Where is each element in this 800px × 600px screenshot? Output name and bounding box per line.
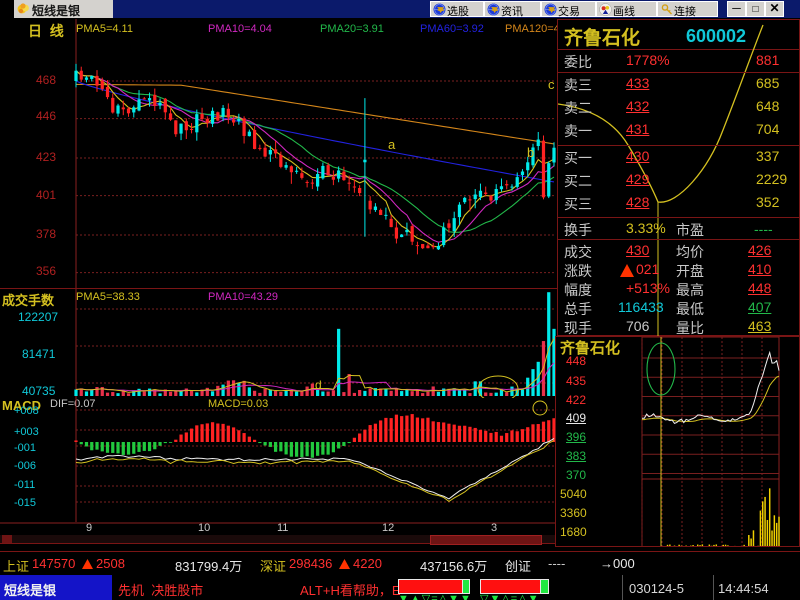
svg-text:a: a (388, 137, 396, 152)
svg-text:d: d (315, 378, 322, 392)
svg-text:b: b (527, 145, 534, 160)
svg-text:c: c (548, 77, 555, 92)
